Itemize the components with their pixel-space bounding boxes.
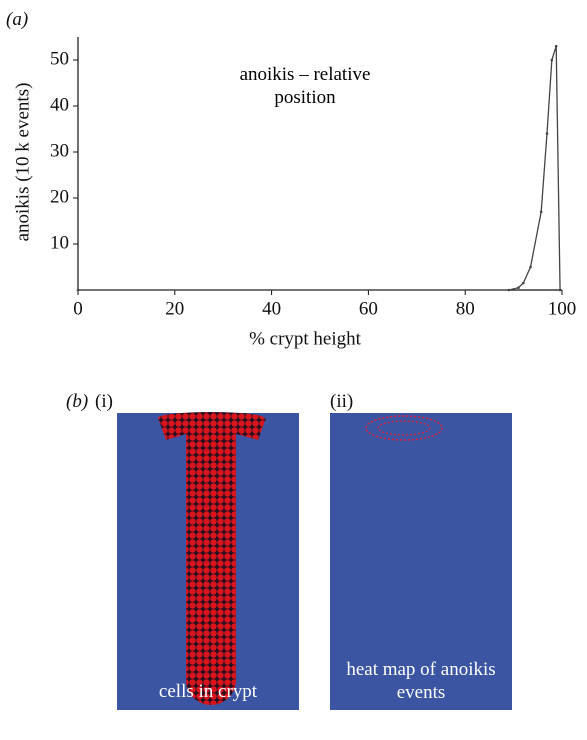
chart-title: anoikis – relative position: [239, 64, 371, 108]
y-tick-label: 50: [50, 48, 69, 69]
y-tick-label: 20: [50, 186, 69, 207]
data-point: [517, 286, 520, 290]
data-point: [545, 132, 549, 135]
y-tick-label: 40: [50, 94, 69, 115]
x-tick-label: 20: [165, 298, 184, 319]
x-tick-label: 0: [73, 298, 83, 319]
heatmap-ring: [377, 420, 431, 436]
x-tick-label: 40: [262, 298, 281, 319]
data-point: [529, 265, 532, 269]
x-tick-label: 80: [456, 298, 475, 319]
heatmap-ring: [365, 415, 443, 441]
data-point: [558, 288, 562, 292]
crypt-cells: [158, 418, 266, 705]
image-caption: cells in crypt: [158, 681, 258, 702]
y-tick-label: 30: [50, 140, 69, 161]
panel-label: (b): [66, 391, 89, 412]
x-tick-label: 60: [359, 298, 378, 319]
y-tick-label: 10: [50, 232, 69, 253]
data-line: [78, 46, 561, 291]
data-point: [507, 288, 511, 292]
data-point: [521, 281, 525, 285]
crypt-rim: [158, 412, 264, 424]
data-point: [539, 210, 543, 214]
x-tick-label: 100: [548, 298, 577, 319]
y-axis-label: anoikis (10 k events): [12, 83, 33, 242]
panel-label: (a): [6, 9, 29, 30]
data-point: [550, 58, 554, 62]
data-point: [554, 44, 558, 48]
panel-label: (i): [95, 391, 113, 412]
data-point: [76, 288, 80, 292]
x-axis-label: % crypt height: [249, 328, 362, 349]
panel-label: (ii): [330, 391, 354, 412]
heatmap-image: [330, 413, 512, 710]
image-caption: heat map of anoikis events: [346, 659, 496, 703]
